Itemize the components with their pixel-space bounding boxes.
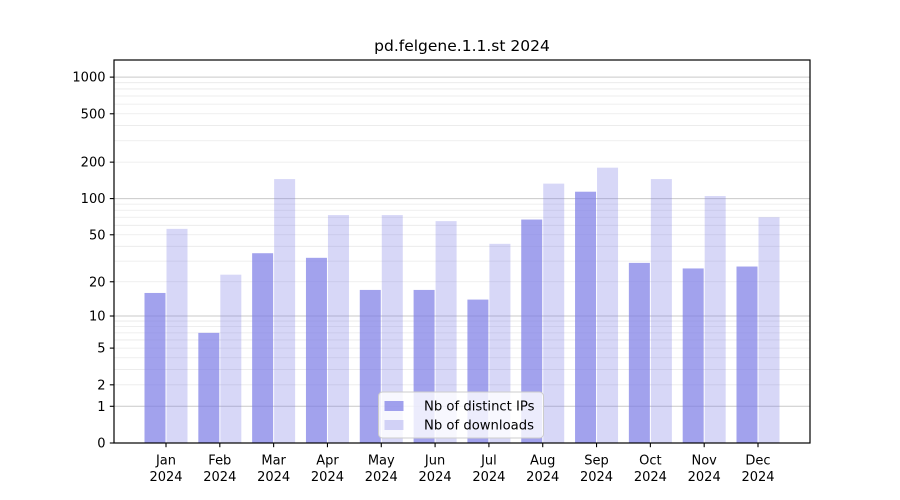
x-tick-label-year-nov: 2024 — [688, 470, 721, 485]
bar-distinct-ips-apr — [305, 257, 327, 443]
x-tick-label-month-feb: Feb — [208, 454, 231, 469]
y-tick-label-20: 20 — [89, 275, 106, 290]
x-tick-label-month-dec: Dec — [745, 454, 770, 469]
y-tick-label-1000: 1000 — [72, 71, 105, 86]
legend-frame — [378, 391, 544, 439]
x-tick-label-month-jul: Jul — [480, 454, 497, 469]
legend-swatch-distinct-ips — [384, 401, 404, 411]
x-tick-label-month-apr: Apr — [316, 454, 339, 469]
x-tick-label-year-mar: 2024 — [257, 470, 290, 485]
x-tick-label-year-aug: 2024 — [526, 470, 559, 485]
x-tick-label-year-apr: 2024 — [311, 470, 344, 485]
bar-downloads-jun — [435, 221, 457, 443]
x-tick-label-year-jul: 2024 — [472, 470, 505, 485]
bar-distinct-ips-aug — [521, 219, 543, 443]
x-tick-label-month-jan: Jan — [155, 454, 176, 469]
bar-distinct-ips-oct — [628, 262, 650, 443]
bar-downloads-aug — [543, 183, 565, 443]
legend: Nb of distinct IPs Nb of downloads — [378, 391, 544, 439]
chart-title: pd.felgene.1.1.st 2024 — [374, 37, 550, 55]
x-tick-label-month-sep: Sep — [584, 454, 609, 469]
x-tick-label-month-jun: Jun — [424, 454, 445, 469]
x-tick-label-year-sep: 2024 — [580, 470, 613, 485]
bar-distinct-ips-nov — [682, 268, 704, 443]
x-tick-label-year-jan: 2024 — [149, 470, 182, 485]
x-tick-label-month-nov: Nov — [691, 454, 717, 469]
bar-distinct-ips-feb — [198, 332, 220, 443]
legend-swatch-downloads — [384, 420, 404, 430]
x-tick-label-month-may: May — [368, 454, 395, 469]
bar-downloads-apr — [327, 215, 349, 443]
bar-distinct-ips-mar — [252, 253, 274, 443]
x-tick-label-year-oct: 2024 — [634, 470, 667, 485]
bar-downloads-sep — [597, 167, 619, 444]
x-tick-label-year-dec: 2024 — [741, 470, 774, 485]
y-tick-label-0: 0 — [97, 437, 105, 452]
bar-distinct-ips-jan — [144, 292, 166, 443]
y-tick-label-10: 10 — [89, 310, 106, 325]
bar-distinct-ips-may — [359, 289, 381, 443]
bar-downloads-may — [381, 215, 403, 443]
bar-downloads-dec — [758, 217, 780, 443]
x-tick-label-month-aug: Aug — [530, 454, 555, 469]
y-tick-label-2: 2 — [97, 378, 105, 393]
bar-distinct-ips-sep — [575, 191, 597, 443]
legend-label-distinct-ips: Nb of distinct IPs — [424, 400, 535, 415]
bar-downloads-nov — [704, 196, 726, 443]
bar-downloads-feb — [220, 274, 242, 443]
x-tick-label-year-feb: 2024 — [203, 470, 236, 485]
y-tick-label-50: 50 — [89, 228, 106, 243]
y-tick-label-500: 500 — [81, 107, 106, 122]
legend-label-downloads: Nb of downloads — [424, 419, 534, 434]
x-tick-label-month-mar: Mar — [261, 454, 286, 469]
x-tick-label-year-jun: 2024 — [419, 470, 452, 485]
x-tick-label-month-oct: Oct — [639, 454, 661, 469]
x-tick-label-year-may: 2024 — [365, 470, 398, 485]
bar-downloads-jan — [166, 228, 188, 443]
y-tick-label-100: 100 — [81, 192, 106, 207]
axes-frame — [113, 59, 811, 444]
y-tick-label-5: 5 — [97, 342, 105, 357]
y-tick-label-1: 1 — [97, 400, 105, 415]
ticks-layer: 01251020501002005001000Jan2024Feb2024Mar… — [72, 71, 774, 485]
bar-downloads-mar — [274, 179, 296, 444]
y-tick-label-200: 200 — [81, 156, 106, 171]
bar-distinct-ips-dec — [736, 266, 758, 443]
bar-downloads-oct — [650, 179, 672, 444]
